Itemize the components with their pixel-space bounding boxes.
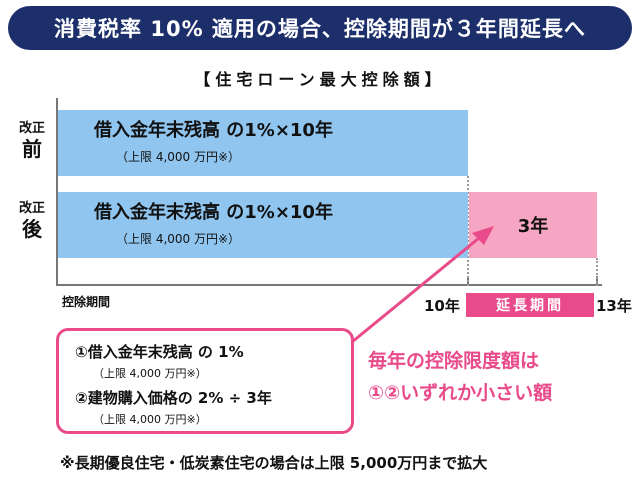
axis-label: 控除期間 (62, 295, 111, 309)
bar-after-text: 借入金年末残高 の1%×10年 (94, 202, 333, 223)
year-10-label: 10年 (424, 297, 460, 315)
guide-line-10 (467, 176, 469, 286)
callout-line-2-note: （上限 4,000 万円※） (93, 413, 207, 426)
limit-text-line-1: 毎年の控除限度額は (368, 350, 540, 372)
diagram-subtitle: 【住宅ローン最大控除額】 (194, 70, 446, 89)
limit-text-line-2: ①②いずれか小さい額 (368, 382, 553, 404)
horizontal-axis (56, 284, 602, 286)
extension-bar: 3年 (469, 192, 597, 258)
extension-bar-text: 3年 (517, 216, 549, 237)
row-label-small: 改正 (18, 121, 45, 136)
guide-line-13 (596, 258, 598, 286)
year-13-label: 13年 (596, 297, 632, 315)
bar-before: 借入金年末残高 の1%×10年 （上限 4,000 万円※） (58, 110, 468, 176)
row-label-small: 改正 (18, 201, 45, 216)
callout-line-1: ①借入金年末残高 の 1% (75, 343, 244, 361)
callout-box: ①借入金年末残高 の 1% （上限 4,000 万円※） ②建物購入価格の 2%… (56, 328, 354, 434)
callout-line-2: ②建物購入価格の 2% ÷ 3年 (75, 389, 272, 407)
extension-period-badge: 延長期間 (466, 293, 594, 317)
row-label-before: 改正 前 (12, 121, 52, 162)
header-title: 消費税率 10% 適用の場合、控除期間が３年間延長へ (54, 17, 586, 41)
row-label-big: 後 (22, 217, 42, 242)
footnote: ※長期優良住宅・低炭素住宅の場合は上限 5,000万円まで拡大 (60, 454, 488, 472)
row-label-big: 前 (22, 137, 42, 162)
axis-tick (56, 276, 58, 286)
bar-after: 借入金年末残高 の1%×10年 （上限 4,000 万円※） (58, 192, 468, 258)
callout-line-1-note: （上限 4,000 万円※） (93, 367, 207, 380)
vertical-axis (56, 98, 58, 286)
header-banner: 消費税率 10% 適用の場合、控除期間が３年間延長へ (8, 6, 632, 50)
bar-before-text: 借入金年末残高 の1%×10年 (94, 120, 333, 141)
row-label-after: 改正 後 (12, 201, 52, 242)
bar-after-note: （上限 4,000 万円※） (116, 232, 241, 246)
extension-period-label: 延長期間 (496, 298, 564, 314)
bar-before-note: （上限 4,000 万円※） (116, 150, 241, 164)
